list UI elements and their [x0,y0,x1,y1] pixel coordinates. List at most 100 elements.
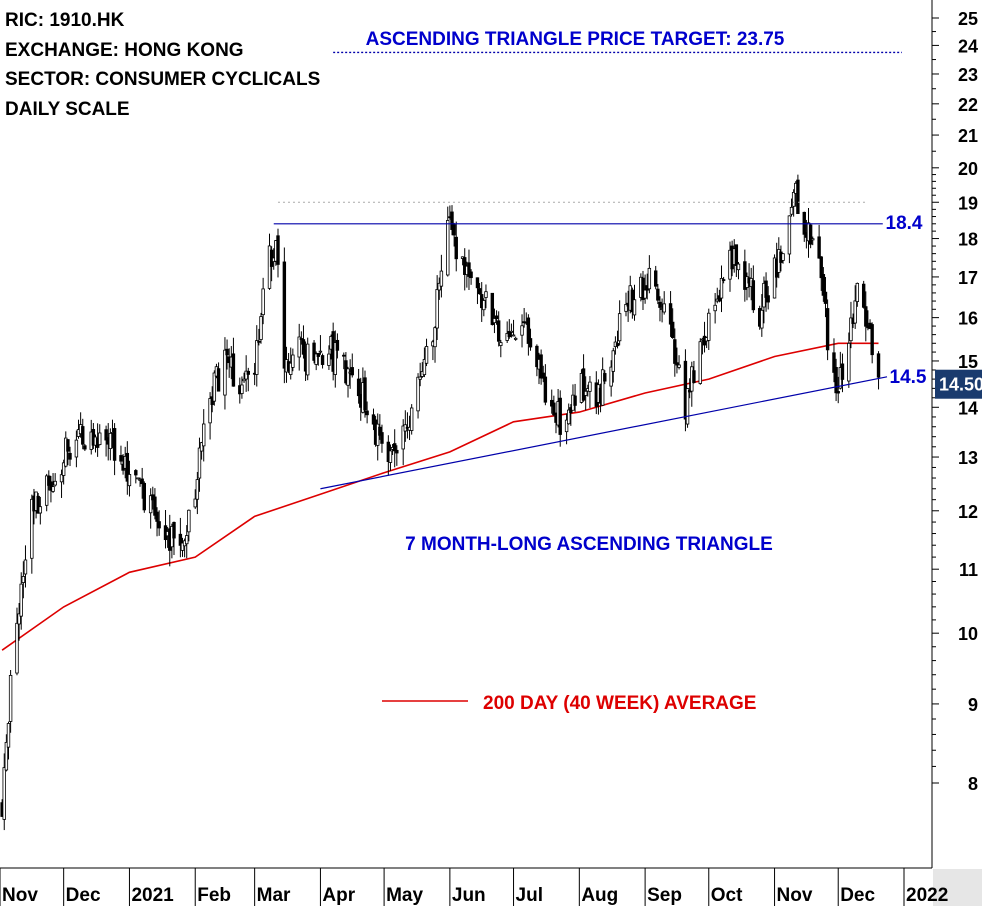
candle [668,291,673,337]
candle [185,525,189,559]
candle [698,338,702,385]
candle [125,441,130,495]
candle [297,323,301,371]
candle [316,353,321,366]
candle [246,367,250,392]
candle [641,270,645,311]
candle [825,299,830,361]
candle [257,328,261,346]
candle [823,276,828,318]
axis-corner [933,869,982,906]
candle [363,370,367,418]
candle [836,376,840,404]
candle [180,537,185,557]
candle [567,403,571,425]
x-tick-label: Oct [711,885,743,906]
candle [64,431,68,468]
candle [378,414,382,440]
y-tick-label: 24 [958,36,978,56]
candle [743,249,747,302]
candle [314,351,318,371]
x-tick-label: Dec [840,885,875,906]
candle [719,265,724,313]
candle [346,366,350,398]
candle [673,328,677,377]
candle [335,333,340,359]
candle [611,347,615,383]
candle [847,332,851,388]
candle [624,292,628,317]
x-tick-label: Jul [516,885,543,906]
candle [155,507,159,537]
candle [789,198,794,217]
candle [764,272,768,312]
candle [509,323,514,338]
candle [216,362,221,392]
candle [494,310,499,325]
candle [600,357,605,406]
candle [136,477,140,480]
x-tick-label: Jun [452,885,486,906]
candle [342,352,346,370]
candle [435,275,439,341]
candle [242,372,246,383]
last-price-label: 14.50 [939,375,982,395]
y-tick-label: 16 [958,309,978,329]
support-line [320,376,888,490]
candle [36,493,40,514]
candle [112,423,117,476]
x-tick-label: Aug [581,885,618,906]
candle [119,445,123,465]
candle [446,206,450,277]
candle [452,222,456,247]
candle [834,358,838,402]
candle [615,330,620,349]
candle [108,428,113,461]
candle [47,470,51,491]
annotations-layer: ASCENDING TRIANGLE PRICE TARGET: 23.75 18… [366,29,982,714]
candle [282,247,287,384]
last-price-box [935,369,982,399]
candle [766,286,770,310]
candle [482,298,486,317]
candle [199,441,204,460]
candle [6,721,11,760]
candle [23,545,28,588]
candle [416,373,420,419]
candle [677,355,681,370]
candle [318,335,323,355]
candle [255,325,259,387]
candle [583,376,588,411]
candle [19,572,23,630]
candle [861,280,866,309]
y-tick-label: 22 [958,95,978,115]
candle [409,404,414,435]
candle [853,285,857,329]
candle [259,312,263,344]
candle [499,339,503,358]
candle [603,370,607,385]
candle [433,326,437,363]
trendlines-layer [273,51,902,490]
candle [365,401,369,424]
x-tick-label: Nov [2,885,38,906]
candle [617,300,622,346]
candle [422,347,427,378]
candle [98,424,102,446]
x-tick-label: 2021 [131,885,174,906]
candle [356,368,361,404]
y-tick-label: 15 [958,352,978,372]
y-tick-label: 18 [958,230,978,250]
candle [231,337,236,387]
y-tick-label: 12 [958,502,978,522]
candle [68,446,72,467]
candle [811,236,815,246]
candle [632,284,637,321]
candle [267,233,272,290]
candle [53,473,57,487]
candle [492,308,497,334]
candle [535,344,539,377]
candle [564,413,569,445]
x-tick-label: Feb [197,885,231,906]
